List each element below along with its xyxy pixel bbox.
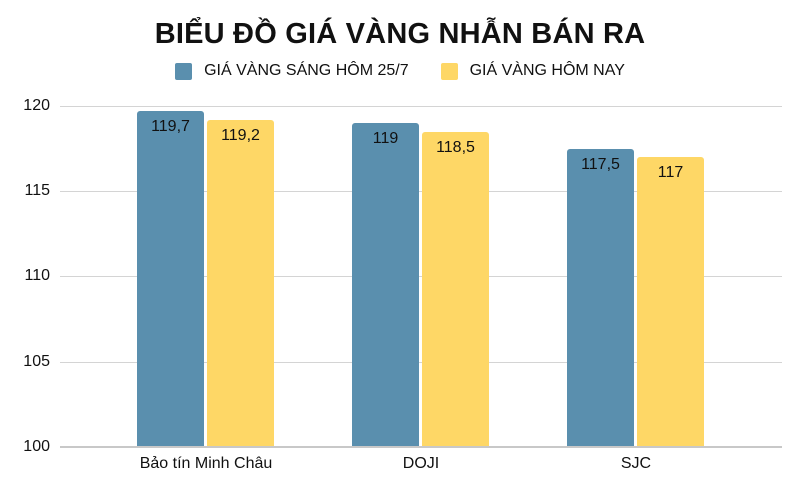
- bar-value-label: 117: [657, 164, 684, 181]
- chart-legend: GIÁ VÀNG SÁNG HÔM 25/7 GIÁ VÀNG HÔM NAY: [0, 62, 800, 80]
- x-tick-label: DOJI: [402, 455, 440, 472]
- y-tick-label: 115: [24, 182, 50, 199]
- y-tick-label: 110: [24, 267, 50, 284]
- legend-item-series-1: GIÁ VÀNG SÁNG HÔM 25/7: [175, 62, 409, 80]
- bar-value-label: 119,2: [221, 127, 260, 144]
- bar-doji-series-1: 119: [352, 123, 419, 447]
- bar-btmc-series-1: 119,7: [137, 111, 204, 447]
- legend-swatch-yellow-icon: [440, 62, 458, 80]
- legend-swatch-blue-icon: [175, 62, 193, 80]
- bar-value-label: 118,5: [436, 139, 475, 156]
- y-tick-label: 100: [23, 438, 50, 455]
- bar-value-label: 119: [372, 130, 399, 147]
- bar-sjc-series-2: 117: [637, 157, 704, 447]
- gridline-110: [60, 276, 782, 277]
- bar-doji-series-2: 118,5: [422, 132, 489, 447]
- x-tick-label: SJC: [620, 455, 652, 472]
- bar-btmc-series-2: 119,2: [207, 120, 274, 447]
- x-axis-baseline: [60, 446, 782, 448]
- gridline-120: [60, 106, 782, 107]
- x-tick-label: Bảo tín Minh Châu: [139, 455, 273, 472]
- y-tick-label: 120: [23, 97, 50, 114]
- bar-value-label: 117,5: [581, 156, 620, 173]
- chart-title: BIỂU ĐỒ GIÁ VÀNG NHẪN BÁN RA: [154, 18, 646, 50]
- legend-item-series-2: GIÁ VÀNG HÔM NAY: [440, 62, 625, 80]
- gridline-105: [60, 362, 782, 363]
- legend-label: GIÁ VÀNG SÁNG HÔM 25/7: [204, 62, 409, 79]
- bar-value-label: 119,7: [151, 118, 190, 135]
- gridline-115: [60, 191, 782, 192]
- legend-label: GIÁ VÀNG HÔM NAY: [469, 62, 625, 79]
- y-tick-label: 105: [23, 353, 50, 370]
- bar-sjc-series-1: 117,5: [567, 149, 634, 447]
